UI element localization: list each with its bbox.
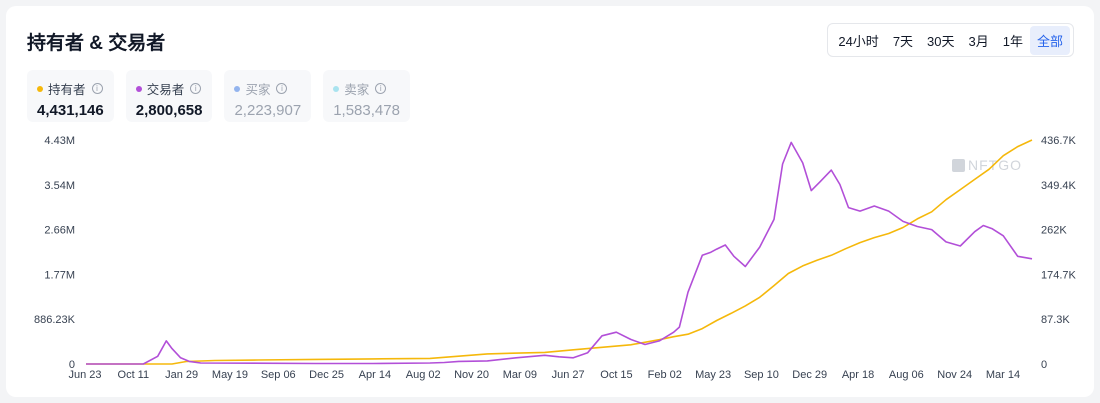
y-right-tick-label: 349.4K <box>1041 180 1077 192</box>
x-tick-label: Oct 11 <box>118 369 150 381</box>
x-tick-label: Apr 14 <box>359 369 391 381</box>
tab-24h[interactable]: 24小时 <box>838 33 879 49</box>
holders-traders-card: 持有者 & 交易者 24小时 7天 30天 3月 1年 全部 持有者 i 4,4… <box>6 6 1094 397</box>
legend-traders-label: 交易者 <box>146 83 185 97</box>
x-tick-label: May 19 <box>212 369 248 381</box>
legend-holders[interactable]: 持有者 i 4,431,146 <box>27 70 114 122</box>
legend-buyers[interactable]: 买家 i 2,223,907 <box>224 70 312 122</box>
x-tick-label: Mar 14 <box>986 369 1020 381</box>
x-tick-label: Mar 09 <box>503 369 537 381</box>
y-left-tick-label: 2.66M <box>44 225 75 237</box>
y-right-tick-label: 262K <box>1041 225 1067 237</box>
traders-color-dot <box>135 85 142 92</box>
x-tick-label: Nov 20 <box>454 369 489 381</box>
x-tick-label: Dec 29 <box>792 369 827 381</box>
y-left-tick-label: 4.43M <box>44 135 75 147</box>
time-range-selector: 24小时 7天 30天 3月 1年 全部 <box>827 23 1074 57</box>
x-tick-label: Jun 23 <box>68 369 101 381</box>
x-tick-label: Feb 02 <box>648 369 682 381</box>
y-right-tick-label: 436.7K <box>1041 135 1077 147</box>
tab-7d[interactable]: 7天 <box>892 33 914 49</box>
legend-sellers-value: 1,583,478 <box>333 102 400 119</box>
sellers-color-dot <box>333 85 340 92</box>
info-icon[interactable]: i <box>190 83 202 94</box>
y-right-tick-label: 174.7K <box>1041 269 1077 281</box>
legend-holders-label: 持有者 <box>48 83 86 97</box>
series-line <box>86 139 1033 365</box>
y-left-tick-label: 886.23K <box>34 314 76 326</box>
x-tick-label: Jun 27 <box>552 369 585 381</box>
tab-30d[interactable]: 30天 <box>927 33 955 49</box>
legend-traders[interactable]: 交易者 i 2,800,658 <box>125 70 213 122</box>
legend-traders-value: 2,800,658 <box>135 102 203 119</box>
y-right-tick-label: 0 <box>1041 359 1047 371</box>
tab-3m[interactable]: 3月 <box>968 33 989 49</box>
holders-color-dot <box>37 85 43 92</box>
x-tick-label: Jan 29 <box>165 369 198 381</box>
x-tick-label: Aug 06 <box>889 369 924 381</box>
y-left-tick-label: 3.54M <box>44 180 75 192</box>
series-line <box>86 141 1033 365</box>
x-tick-label: Nov 24 <box>937 369 972 381</box>
legend-holders-value: 4,431,146 <box>37 102 104 119</box>
info-icon[interactable]: i <box>375 83 387 94</box>
x-tick-label: Aug 02 <box>406 369 441 381</box>
y-right-tick-label: 87.3K <box>1041 314 1070 326</box>
nftgo-logo-icon <box>952 158 965 172</box>
info-icon[interactable]: i <box>276 83 288 94</box>
buyers-color-dot <box>234 85 241 92</box>
tab-all[interactable]: 全部 <box>1029 25 1070 55</box>
legend-buyers-value: 2,223,907 <box>234 102 302 119</box>
y-left-tick-label: 0 <box>69 359 75 371</box>
x-tick-label: May 23 <box>695 369 731 381</box>
x-tick-label: Sep 10 <box>744 369 779 381</box>
x-tick-label: Sep 06 <box>261 369 296 381</box>
x-tick-label: Dec 25 <box>309 369 344 381</box>
card-title: 持有者 & 交易者 <box>27 33 166 54</box>
legend-buyers-label: 买家 <box>245 83 271 97</box>
legend-sellers[interactable]: 卖家 i 1,583,478 <box>323 70 410 122</box>
legend: 持有者 i 4,431,146 交易者 i 2,800,658 买家 i 2,2… <box>27 70 410 122</box>
tab-1y[interactable]: 1年 <box>1002 33 1023 49</box>
legend-sellers-label: 卖家 <box>344 83 370 97</box>
x-tick-label: Oct 15 <box>600 369 632 381</box>
info-icon[interactable]: i <box>91 83 103 94</box>
y-left-tick-label: 1.77M <box>44 269 75 281</box>
x-tick-label: Apr 18 <box>842 369 874 381</box>
